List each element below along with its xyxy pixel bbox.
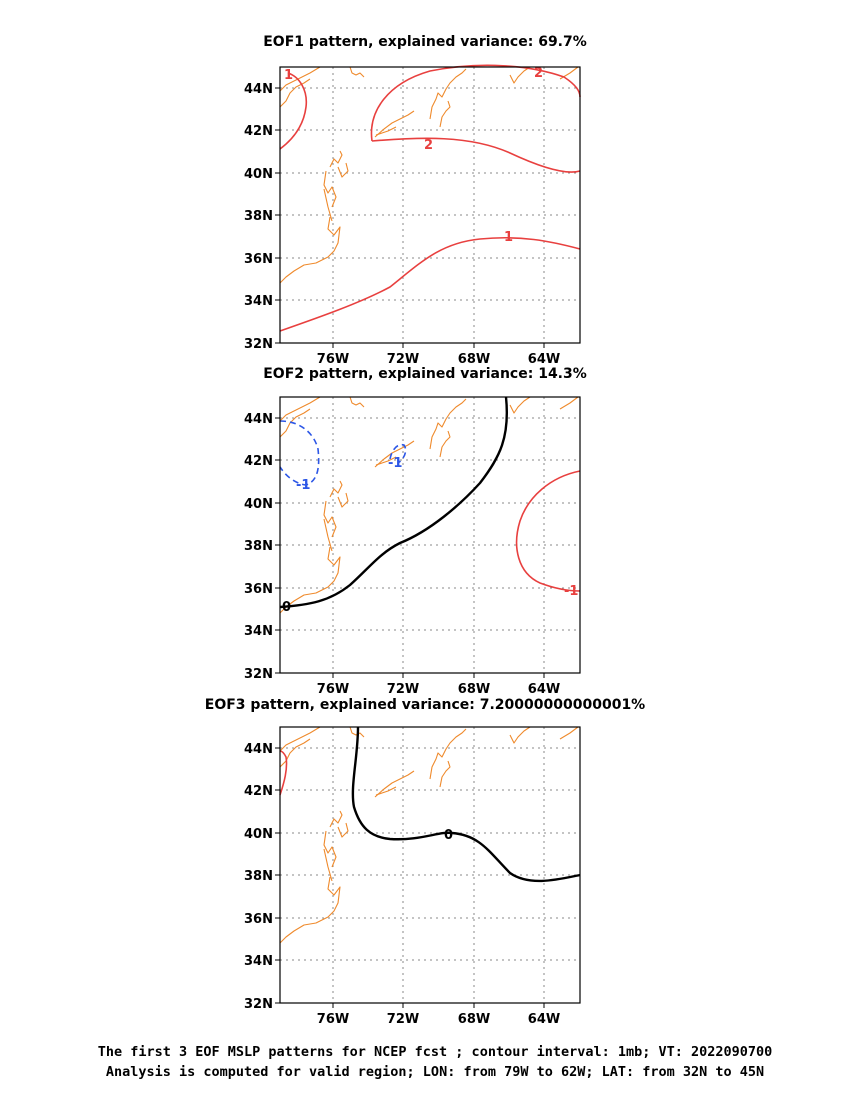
panel-title-eof2: EOF2 pattern, explained variance: 14.3% <box>263 366 587 382</box>
contour-labels: 1 2 2 1 <box>284 66 543 245</box>
caption-line-2: Analysis is computed for valid region; L… <box>105 1064 765 1080</box>
lat-label: 36N <box>244 252 273 267</box>
svg-text:1: 1 <box>284 68 293 83</box>
lon-label: 72W <box>387 1012 419 1027</box>
svg-text:2: 2 <box>534 66 543 81</box>
lat-tick-labels: 44N 42N 40N 38N 36N 34N 32N <box>244 412 273 682</box>
lon-tick-labels: 76W 72W 68W 64W <box>317 352 560 367</box>
tick-marks <box>275 747 545 1008</box>
lat-label: 42N <box>244 454 273 469</box>
lon-tick-labels: 76W 72W 68W 64W <box>317 1012 560 1027</box>
panel-eof3: 0 44N 42N 40N 38N 36N 34N 32N 76W 72W 68… <box>244 726 581 1027</box>
svg-text:-1: -1 <box>388 456 402 471</box>
lon-label: 68W <box>458 1012 490 1027</box>
lat-label: 40N <box>244 167 273 182</box>
lat-label: 38N <box>244 869 273 884</box>
lat-label: 36N <box>244 582 273 597</box>
map-area <box>280 67 580 343</box>
svg-text:-1: -1 <box>564 584 578 599</box>
map-frame <box>279 396 581 674</box>
lat-label: 40N <box>244 497 273 512</box>
svg-text:0: 0 <box>444 828 453 843</box>
lon-label: 68W <box>458 352 490 367</box>
lon-label: 76W <box>317 1012 349 1027</box>
lat-label: 38N <box>244 539 273 554</box>
contour-labels: 0 <box>444 828 453 843</box>
lon-label: 64W <box>528 1012 560 1027</box>
tick-marks <box>275 417 545 678</box>
lon-label: 64W <box>528 352 560 367</box>
lat-label: 34N <box>244 624 273 639</box>
lat-label: 38N <box>244 209 273 224</box>
panel-title-eof3: EOF3 pattern, explained variance: 7.2000… <box>204 697 646 713</box>
positive-contours <box>515 470 581 592</box>
caption-line-1: The first 3 EOF MSLP patterns for NCEP f… <box>97 1044 773 1060</box>
lat-label: 42N <box>244 784 273 799</box>
svg-text:2: 2 <box>424 138 433 153</box>
lat-label: 32N <box>244 337 273 352</box>
lon-tick-labels: 76W 72W 68W 64W <box>317 682 560 697</box>
lat-label: 36N <box>244 912 273 927</box>
lon-label: 76W <box>317 352 349 367</box>
map-area <box>280 397 580 673</box>
lat-label: 40N <box>244 827 273 842</box>
graticule <box>280 67 580 343</box>
caption: The first 3 EOF MSLP patterns for NCEP f… <box>0 1042 850 1082</box>
zero-contour <box>279 396 508 609</box>
lon-label: 72W <box>387 352 419 367</box>
lon-label: 72W <box>387 682 419 697</box>
positive-contours <box>279 750 288 796</box>
lon-label: 68W <box>458 682 490 697</box>
lat-tick-labels: 44N 42N 40N 38N 36N 34N 32N <box>244 82 273 352</box>
tick-marks <box>275 87 545 348</box>
panel-eof1: 1 2 2 1 44N 42N 40N 38N 36N 34N 32N 76W … <box>244 64 581 367</box>
lat-label: 44N <box>244 412 273 427</box>
negative-contours <box>279 420 407 486</box>
graticule <box>280 727 580 1003</box>
map-frame <box>279 66 581 344</box>
contour-labels: 0 -1 -1 -1 <box>282 456 578 615</box>
svg-text:0: 0 <box>282 600 291 615</box>
lon-label: 76W <box>317 682 349 697</box>
panel-eof2: 0 -1 -1 -1 44N 42N 40N 38N 36N 34N 32N 7… <box>244 396 581 697</box>
zero-contour <box>351 726 581 883</box>
lat-label: 44N <box>244 82 273 97</box>
svg-text:-1: -1 <box>296 478 310 493</box>
lat-tick-labels: 44N 42N 40N 38N 36N 34N 32N <box>244 742 273 1012</box>
map-area <box>280 727 580 1003</box>
svg-text:1: 1 <box>504 230 513 245</box>
lon-label: 64W <box>528 682 560 697</box>
eof-maps: 1 2 2 1 44N 42N 40N 38N 36N 34N 32N 76W … <box>244 64 581 1027</box>
lat-label: 34N <box>244 954 273 969</box>
lat-label: 44N <box>244 742 273 757</box>
positive-contours <box>279 64 581 332</box>
map-frame <box>279 726 581 1004</box>
lat-label: 32N <box>244 667 273 682</box>
lat-label: 34N <box>244 294 273 309</box>
panel-title-eof1: EOF1 pattern, explained variance: 69.7% <box>263 34 587 50</box>
lat-label: 32N <box>244 997 273 1012</box>
lat-label: 42N <box>244 124 273 139</box>
